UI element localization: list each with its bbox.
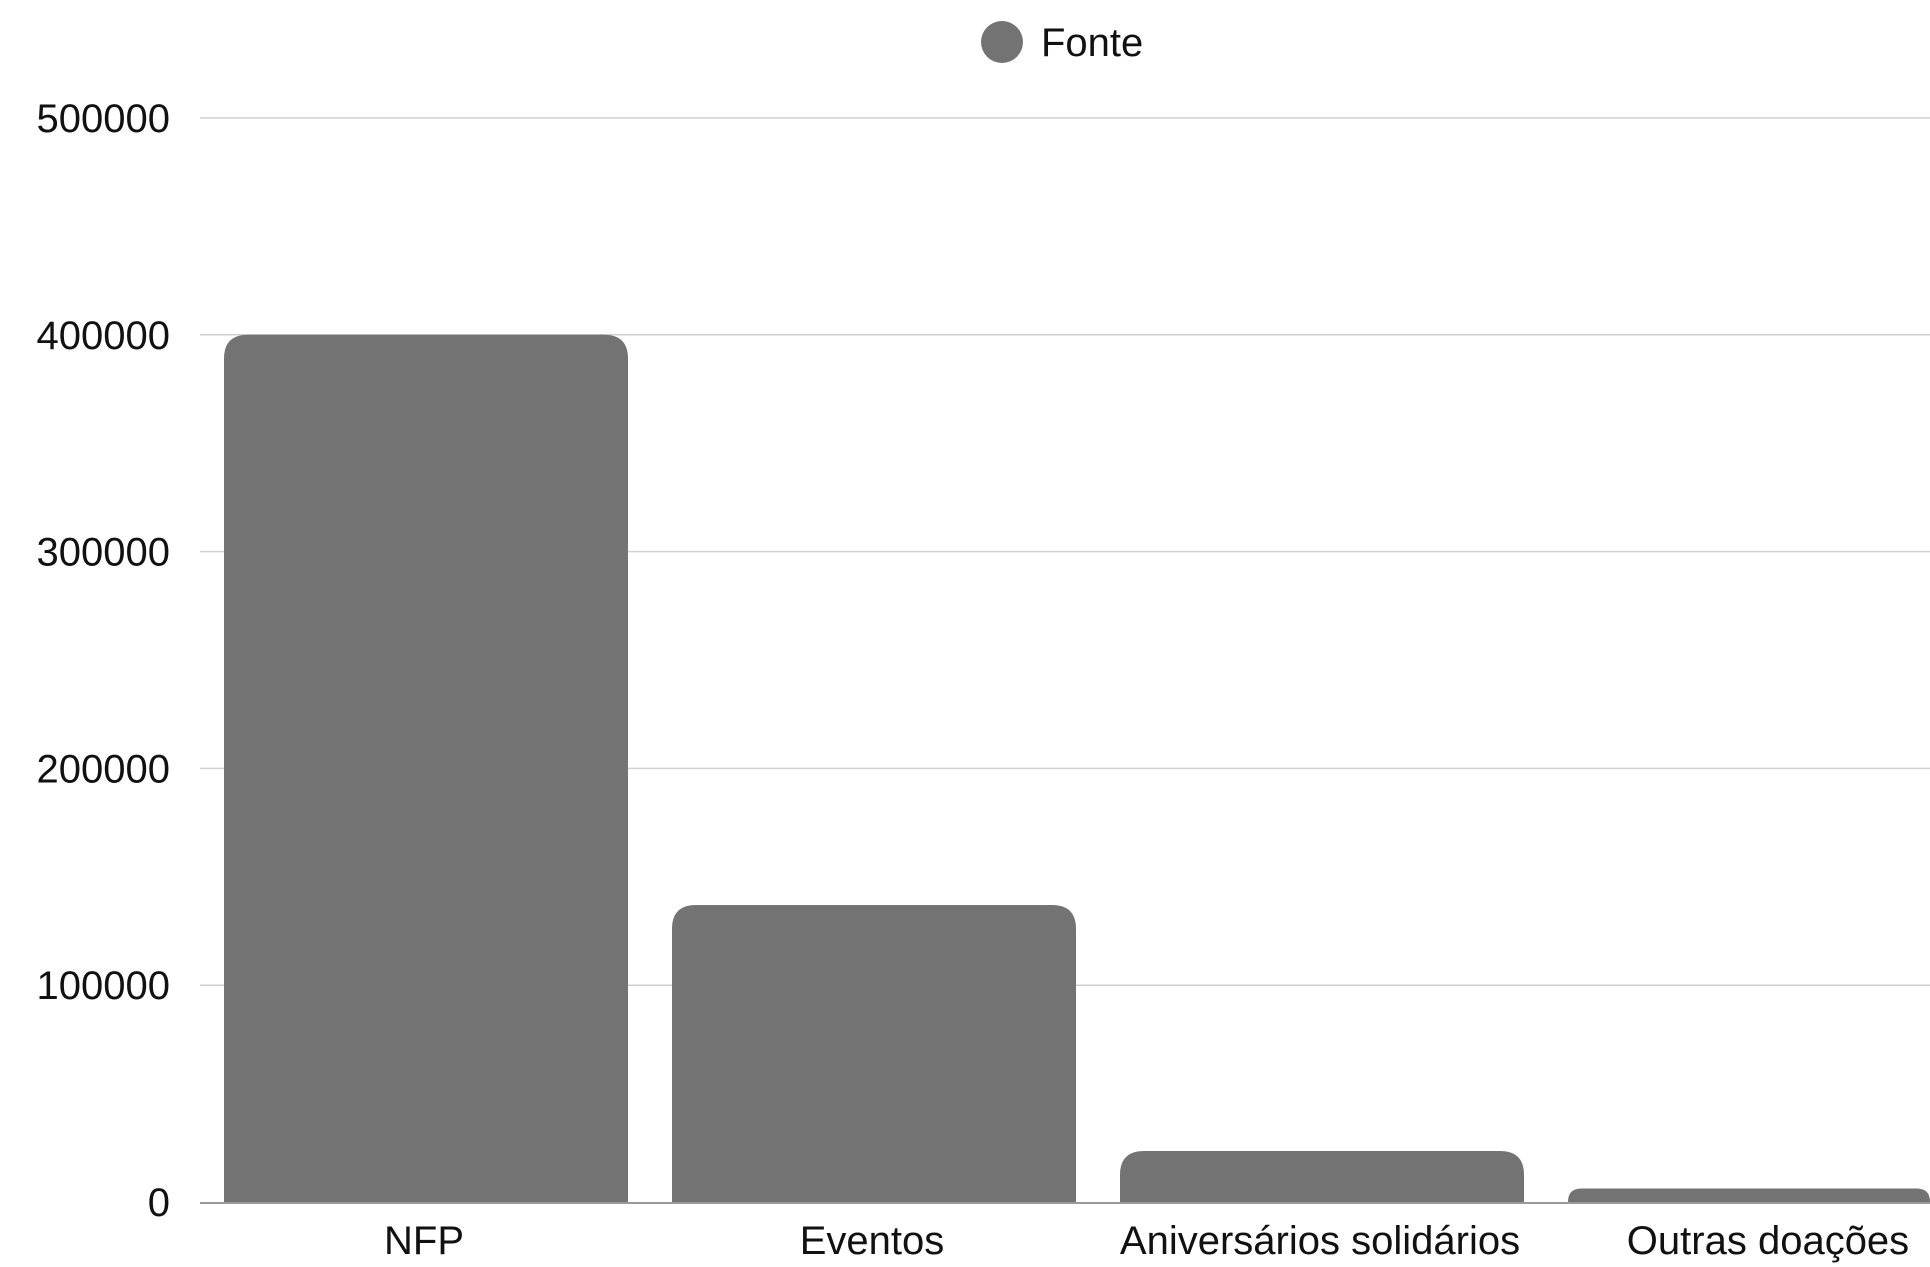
y-tick-label: 300000 (37, 531, 170, 575)
bar-2 (672, 904, 1076, 1202)
y-tick-label: 500000 (37, 97, 170, 141)
bar-4 (1568, 1188, 1930, 1202)
y-tick-label: 0 (148, 1181, 170, 1225)
y-tick-label: 200000 (37, 747, 170, 791)
y-axis-tick-labels: 0 100000 200000 300000 400000 500000 (37, 97, 170, 1225)
x-category-label: Outras doações (1627, 1219, 1909, 1263)
x-category-label: NFP (384, 1219, 464, 1263)
bar-3 (1120, 1151, 1524, 1202)
bar-1 (224, 334, 628, 1202)
bars (224, 334, 1930, 1202)
legend-swatch (981, 21, 1023, 63)
legend: Fonte (981, 21, 1143, 65)
x-category-label: Eventos (800, 1219, 945, 1263)
legend-label: Fonte (1041, 21, 1143, 65)
x-axis-category-labels: NFP Eventos Aniversários solidários Outras … (384, 1219, 1909, 1263)
y-tick-label: 400000 (37, 314, 170, 358)
x-category-label: Aniversários solidários (1120, 1219, 1520, 1263)
y-tick-label: 100000 (37, 964, 170, 1008)
